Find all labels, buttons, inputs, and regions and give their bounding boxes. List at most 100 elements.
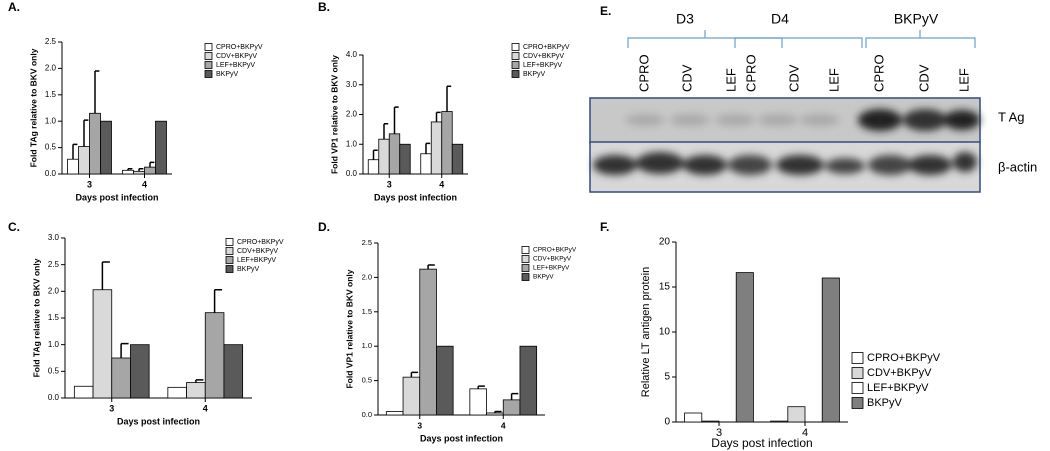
- legend-swatch: [204, 70, 213, 78]
- panel-label: F.: [600, 220, 609, 234]
- y-axis-label: Fold TAg relative to BKV only: [31, 258, 41, 377]
- bar: [78, 146, 90, 175]
- bar: [204, 312, 225, 399]
- bar: [385, 411, 404, 416]
- bar: [67, 158, 79, 175]
- error-bar: [425, 142, 431, 154]
- bar: [419, 268, 437, 416]
- x-tick-label: 3: [109, 403, 114, 413]
- bar: [122, 169, 134, 175]
- y-axis-label: Fold TAg relative to BKV only: [28, 48, 38, 167]
- legend-swatch: [521, 264, 530, 272]
- blot-panel: E. D3 D4 BKPyV CPRO CDV LEF CPRO CDV LEF CPRO C…: [589, 4, 1037, 193]
- bar: [130, 344, 150, 399]
- bar: [436, 345, 454, 416]
- legend-label: BKPyV: [867, 397, 903, 409]
- group-label: BKPyV: [894, 11, 939, 27]
- bar: [787, 406, 806, 423]
- bar: [92, 289, 113, 399]
- legend-swatch: [521, 246, 530, 254]
- bar: [430, 121, 443, 175]
- lane-label: CDV: [916, 64, 931, 92]
- legend-swatch: [851, 367, 864, 379]
- legend-swatch: [225, 265, 234, 273]
- error-bar: [410, 371, 419, 378]
- legend-swatch: [851, 382, 864, 394]
- panel-label: E.: [600, 4, 611, 18]
- legend-swatch: [225, 238, 234, 246]
- bracket: [734, 37, 863, 48]
- legend-swatch: [204, 52, 213, 60]
- x-tick-label: 4: [439, 179, 444, 189]
- legend-swatch: [521, 255, 530, 263]
- x-tick-label: 3: [87, 179, 92, 189]
- bar: [144, 166, 156, 175]
- y-tick-label: 2.5: [48, 260, 60, 269]
- y-tick-label: 1.5: [362, 307, 372, 316]
- bar: [486, 412, 504, 416]
- x-axis-label: Days post infection: [711, 436, 812, 450]
- y-tick-label: 1.5: [45, 90, 57, 99]
- x-tick-label: 4: [501, 420, 506, 430]
- bar: [111, 357, 131, 399]
- error-bar: [149, 161, 155, 168]
- bar: [155, 120, 167, 175]
- x-tick-label: 3: [417, 420, 422, 430]
- error-bar: [72, 143, 78, 160]
- bar: [133, 170, 145, 175]
- legend-swatch: [511, 61, 520, 69]
- y-tick-label: 5: [664, 372, 670, 383]
- x-tick-label: 3: [387, 179, 392, 189]
- y-tick-label: 2.0: [346, 110, 358, 119]
- x-tick-label: 4: [142, 179, 147, 189]
- y-tick-label: 15: [659, 282, 671, 293]
- lane-label: LEF: [826, 68, 841, 92]
- y-tick-label: 1.0: [45, 116, 57, 125]
- legend-label: CDV+BKPyV: [867, 367, 932, 379]
- lane-label: LEF: [723, 68, 738, 92]
- y-tick-label: 4.0: [346, 50, 358, 59]
- legend-label: BKPyV: [523, 71, 546, 78]
- lane-label: CDV: [786, 64, 801, 92]
- bracket: [865, 30, 976, 48]
- legend-label: LEF+BKPyV: [867, 382, 929, 394]
- legend-label: CPRO+BKPyV: [237, 239, 284, 246]
- bar: [420, 153, 432, 175]
- legend-label: LEF+BKPyV: [533, 265, 570, 272]
- y-tick-label: 0.0: [45, 169, 57, 178]
- legend-label: CDV+BKPyV: [523, 53, 564, 60]
- bar: [223, 344, 244, 399]
- y-axis-label: Fold VP1 relative to BKV only: [344, 269, 354, 388]
- y-axis-label: Relative LT antigen protein: [640, 267, 652, 397]
- error-bar: [477, 385, 485, 389]
- legend-swatch: [851, 397, 864, 409]
- group-label: D4: [771, 11, 789, 27]
- bar: [519, 345, 538, 416]
- panel-label: B.: [318, 0, 330, 14]
- lane-label: CPRO: [871, 54, 886, 92]
- error-bar: [101, 261, 110, 290]
- y-tick-label: 0.5: [48, 366, 60, 375]
- bar: [399, 143, 411, 175]
- y-tick-label: 2.0: [48, 286, 60, 295]
- legend-label: LEF+BKPyV: [237, 257, 276, 264]
- error-bar: [393, 106, 399, 134]
- legend-label: CDV+BKPyV: [237, 248, 278, 255]
- legend-label: CPRO+BKPyV: [523, 44, 570, 51]
- row-label: T Ag: [998, 109, 1025, 124]
- lane-labels: CPRO CDV LEF CPRO CDV LEF CPRO CDV LEF: [636, 54, 971, 92]
- legend-label: LEF+BKPyV: [216, 62, 255, 69]
- lane-label: CPRO: [636, 54, 651, 92]
- y-tick-label: 1.5: [48, 313, 60, 322]
- legend-label: CPRO+BKPyV: [533, 247, 577, 254]
- y-tick-label: 2.0: [45, 64, 57, 73]
- row-label: β-actin: [998, 159, 1037, 174]
- y-tick-label: 2.5: [362, 238, 372, 247]
- bar: [378, 138, 390, 175]
- error-bar: [435, 111, 441, 122]
- legend-label: CDV+BKPyV: [216, 53, 257, 60]
- y-tick-label: 20: [659, 237, 671, 248]
- y-tick-label: 0.0: [48, 393, 60, 402]
- legend-label: CDV+BKPyV: [533, 256, 572, 263]
- y-tick-label: 1.0: [48, 340, 60, 349]
